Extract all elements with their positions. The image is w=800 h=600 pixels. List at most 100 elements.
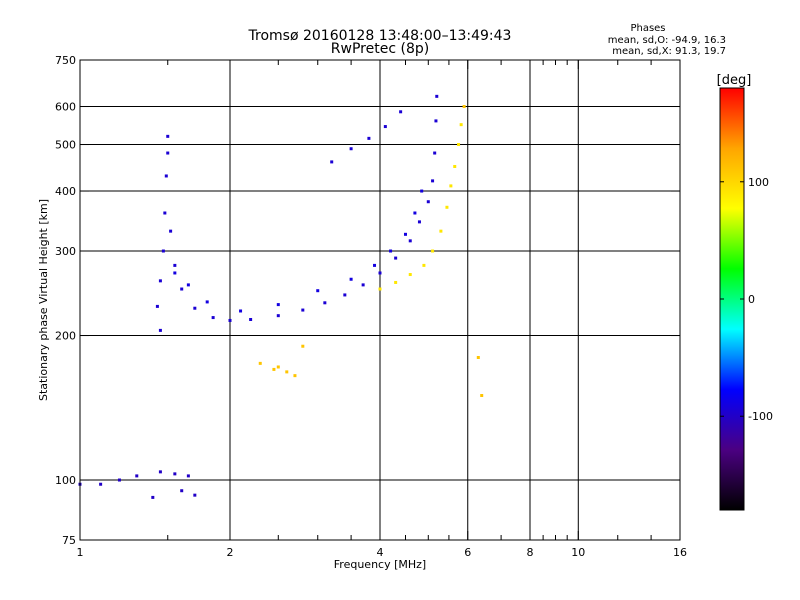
- data-point: [180, 287, 184, 291]
- data-point: [420, 189, 424, 193]
- y-tick-label: 400: [55, 185, 76, 198]
- data-point: [164, 174, 168, 178]
- data-point: [445, 205, 449, 209]
- data-point: [186, 283, 190, 287]
- data-point: [180, 489, 184, 493]
- data-point: [413, 211, 417, 215]
- data-point: [457, 143, 461, 147]
- data-point: [435, 94, 439, 98]
- data-point: [158, 470, 162, 474]
- y-axis-label: Stationary phase Virtual Height [km]: [37, 199, 50, 401]
- x-tick-label: 6: [464, 546, 471, 559]
- data-point: [330, 160, 334, 164]
- data-point: [99, 482, 103, 486]
- y-tick-label: 75: [62, 534, 76, 547]
- chart-subtitle: RwPretec (8p): [331, 41, 429, 57]
- data-point: [117, 478, 121, 482]
- data-point: [403, 232, 407, 236]
- colorbar-tick-label: -100: [748, 410, 773, 423]
- data-point: [462, 105, 466, 109]
- data-point: [228, 318, 232, 322]
- data-point: [453, 164, 457, 168]
- y-tick-label: 600: [55, 101, 76, 114]
- phases-info-o: mean, sd,O: -94.9, 16.3: [608, 35, 726, 46]
- data-point: [193, 306, 197, 310]
- data-point: [293, 374, 297, 378]
- data-point: [276, 314, 280, 318]
- data-point: [186, 474, 190, 478]
- data-point: [285, 370, 289, 374]
- data-point: [434, 119, 438, 123]
- data-point: [193, 493, 197, 497]
- data-point: [378, 287, 382, 291]
- data-point: [272, 367, 276, 371]
- data-point: [383, 125, 387, 129]
- data-point: [163, 211, 167, 215]
- data-point: [135, 474, 139, 478]
- colorbar-tick-label: 100: [748, 176, 769, 189]
- data-point: [249, 317, 253, 321]
- y-tick-label: 100: [55, 474, 76, 487]
- data-point: [301, 344, 305, 348]
- y-tick-label: 200: [55, 330, 76, 343]
- data-point: [373, 263, 377, 267]
- data-point: [417, 220, 421, 224]
- data-point: [408, 273, 412, 277]
- data-point: [361, 283, 365, 287]
- data-point: [173, 263, 177, 267]
- data-point: [426, 200, 430, 204]
- data-point: [173, 472, 177, 476]
- data-point: [349, 147, 353, 151]
- data-point: [276, 365, 280, 369]
- data-point: [378, 271, 382, 275]
- x-axis-label: Frequency [MHz]: [334, 558, 426, 571]
- data-point: [449, 184, 453, 188]
- colorbar-label: [deg]: [717, 73, 752, 88]
- data-point: [323, 301, 327, 305]
- x-axis: 1 2 4 6 8 10 16: [77, 60, 687, 559]
- data-point: [301, 308, 305, 312]
- colorbar-ticks: 100 0 -100: [720, 176, 773, 423]
- data-point: [433, 151, 437, 155]
- data-point: [258, 361, 262, 365]
- data-point: [158, 279, 162, 283]
- data-point: [431, 179, 435, 183]
- data-point: [155, 304, 159, 308]
- phases-info-x: mean, sd,X: 91.3, 19.7: [612, 46, 726, 57]
- data-point: [399, 110, 403, 114]
- data-point: [166, 151, 170, 155]
- x-tick-label: 4: [377, 546, 384, 559]
- x-tick-label: 10: [571, 546, 585, 559]
- x-tick-label: 2: [227, 546, 234, 559]
- data-point: [367, 136, 371, 140]
- colorbar-tick-label: 0: [748, 293, 755, 306]
- chart-title: Tromsø 20160128 13:48:00–13:49:43: [248, 28, 512, 44]
- data-point: [439, 229, 443, 233]
- data-point: [459, 123, 463, 127]
- x-tick-label: 1: [77, 546, 84, 559]
- data-point: [422, 263, 426, 267]
- data-point: [316, 289, 320, 293]
- x-tick-label: 16: [673, 546, 687, 559]
- data-point: [161, 249, 165, 253]
- y-axis: 75 100 200 300 400 500 600 750: [55, 54, 680, 547]
- data-point: [431, 249, 435, 253]
- data-point: [211, 316, 215, 320]
- data-point: [173, 271, 177, 275]
- data-point: [276, 303, 280, 307]
- data-point: [239, 309, 243, 313]
- data-point: [166, 134, 170, 138]
- y-tick-label: 750: [55, 54, 76, 67]
- phases-info-title: Phases: [630, 23, 665, 34]
- data-points: [78, 94, 484, 499]
- data-point: [394, 280, 398, 284]
- x-tick-label: 8: [527, 546, 534, 559]
- grid: [80, 60, 680, 540]
- data-point: [389, 249, 393, 253]
- data-point: [349, 277, 353, 281]
- y-tick-label: 300: [55, 245, 76, 258]
- data-point: [151, 495, 155, 499]
- data-point: [394, 256, 398, 260]
- data-point: [158, 328, 162, 332]
